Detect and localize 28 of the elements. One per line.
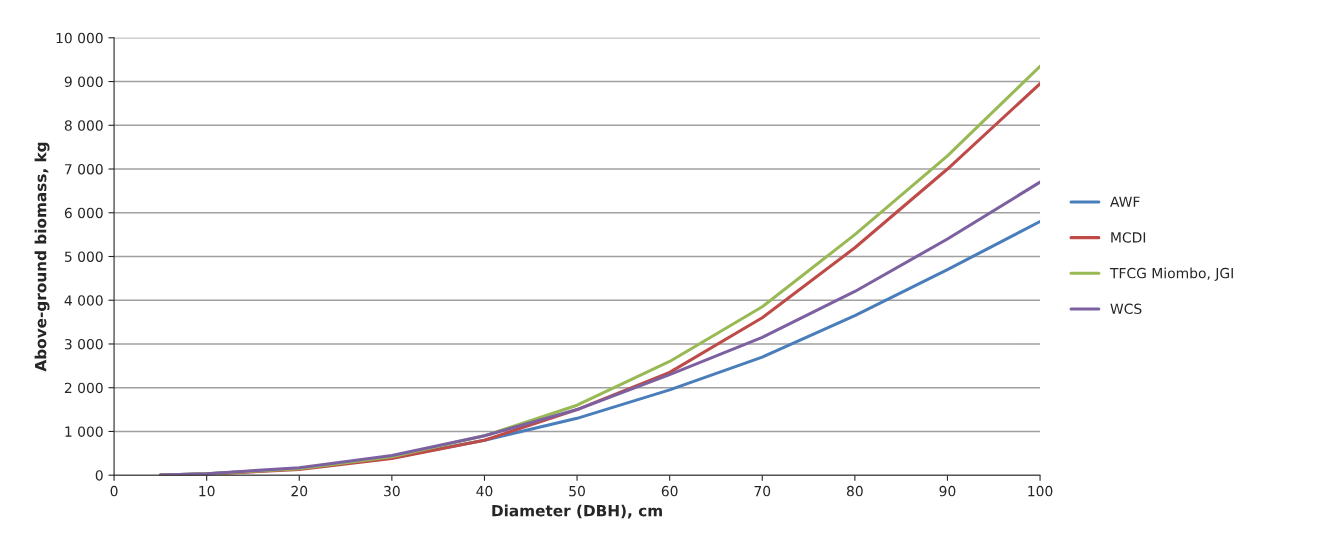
y-tick-label: 5 000 xyxy=(64,251,103,262)
x-tick-label: 60 xyxy=(661,485,678,497)
x-tick-label: 80 xyxy=(846,485,863,497)
legend-label: WCS xyxy=(1110,303,1142,315)
y-tick-label: 1 000 xyxy=(65,426,103,437)
y-axis-title: Above-ground biomass, kg xyxy=(34,142,50,372)
x-tick-label: 30 xyxy=(384,485,400,497)
x-tick-label: 10 xyxy=(199,485,215,497)
y-tick-label: 10 000 xyxy=(56,32,103,44)
x-tick-label: 0 xyxy=(110,485,118,497)
y-tick-label: 0 xyxy=(95,470,103,481)
x-tick-label: 40 xyxy=(476,485,493,497)
y-tick-label: 2 000 xyxy=(64,382,103,394)
legend-label: MCDI xyxy=(1111,232,1146,243)
y-tick-label: 6 000 xyxy=(64,207,103,219)
x-tick-label: 100 xyxy=(1028,485,1053,497)
x-tick-label: 90 xyxy=(939,485,956,497)
x-tick-label: 20 xyxy=(291,485,308,497)
y-tick-label: 8 000 xyxy=(64,120,103,131)
x-axis-title: Diameter (DBH), cm xyxy=(492,504,662,519)
x-tick-label: 50 xyxy=(569,485,585,497)
x-tick-label: 70 xyxy=(754,485,771,497)
y-tick-label: 4 000 xyxy=(64,295,103,306)
legend-label: AWF xyxy=(1110,196,1140,207)
y-tick-label: 7 000 xyxy=(65,163,103,175)
y-tick-label: 9 000 xyxy=(64,76,103,88)
y-tick-label: 3 000 xyxy=(64,338,103,350)
legend-label: TFCG Miombo, JGI xyxy=(1109,267,1233,281)
